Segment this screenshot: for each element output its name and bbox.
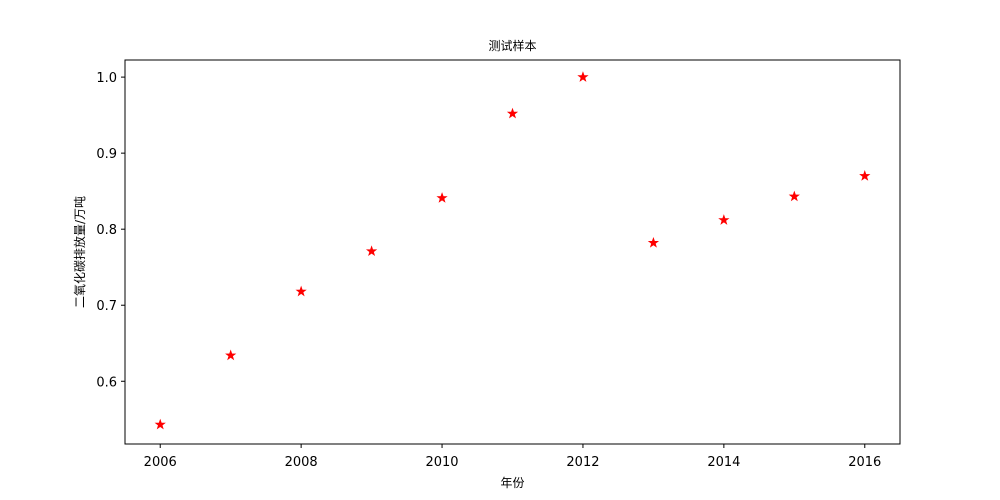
data-point-star bbox=[154, 418, 166, 430]
x-tick-label: 2010 bbox=[425, 455, 458, 470]
plot-area-frame bbox=[124, 59, 901, 445]
x-axis: 2006 2008 2010 2012 2014 2016 bbox=[144, 444, 881, 470]
x-tick-label: 2008 bbox=[285, 455, 318, 470]
y-tick-label: 1.0 bbox=[96, 71, 117, 86]
x-tick-label: 2006 bbox=[144, 455, 177, 470]
x-tick-label: 2014 bbox=[707, 455, 740, 470]
data-point-star bbox=[225, 349, 237, 361]
data-points-layer bbox=[154, 71, 871, 430]
x-axis-label: 年份 bbox=[500, 476, 524, 490]
data-point-star bbox=[506, 107, 519, 119]
data-point-star bbox=[718, 214, 730, 225]
data-point-star bbox=[859, 170, 871, 181]
data-point-star bbox=[647, 236, 660, 248]
data-point-star bbox=[436, 192, 448, 203]
data-point-star bbox=[365, 245, 378, 257]
data-point-star bbox=[788, 190, 800, 202]
x-tick-label: 2012 bbox=[566, 455, 599, 470]
y-tick-label: 0.7 bbox=[96, 299, 117, 314]
data-point-star bbox=[577, 71, 589, 82]
y-tick-label: 0.6 bbox=[96, 375, 117, 390]
y-axis-label: 二氧化碳排放量/万吨 bbox=[72, 196, 87, 308]
y-tick-label: 0.9 bbox=[96, 147, 117, 162]
chart-title: 测试样本 bbox=[488, 38, 536, 53]
y-tick-label: 0.8 bbox=[96, 223, 117, 238]
data-point-star bbox=[295, 285, 307, 297]
y-axis: 0.6 0.7 0.8 0.9 1.0 bbox=[96, 71, 125, 390]
x-tick-label: 2016 bbox=[848, 455, 881, 470]
